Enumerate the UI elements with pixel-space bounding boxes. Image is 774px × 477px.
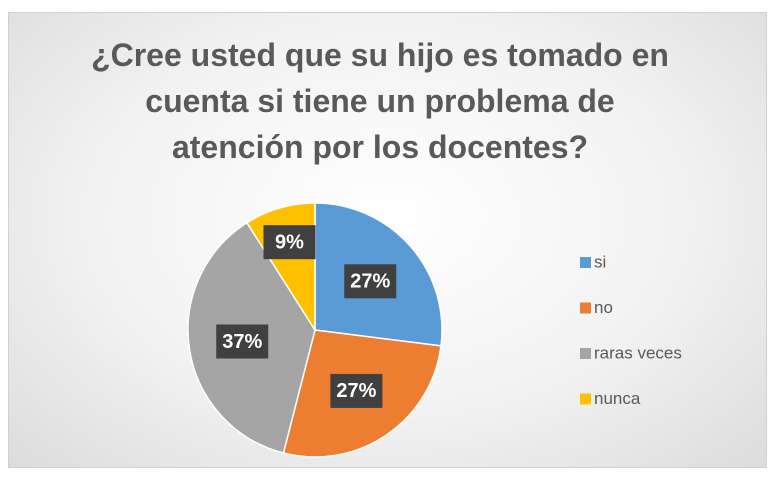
chart-title: ¿Cree usted que su hijo es tomado en cue… bbox=[91, 37, 669, 165]
data-label-box bbox=[263, 225, 316, 260]
legend-swatch bbox=[580, 302, 591, 314]
data-label: 37% bbox=[222, 331, 262, 353]
data-label-box bbox=[330, 373, 383, 408]
legend-swatch bbox=[580, 393, 591, 405]
data-label: 27% bbox=[336, 380, 376, 402]
data-label-box bbox=[216, 324, 269, 359]
legend-swatch bbox=[580, 348, 591, 359]
legend-swatch bbox=[580, 257, 591, 268]
legend-label: no bbox=[594, 298, 613, 317]
data-label-box bbox=[344, 264, 397, 299]
data-label: 27% bbox=[350, 271, 390, 293]
legend-label: raras veces bbox=[594, 343, 682, 362]
legend-label: si bbox=[594, 252, 606, 271]
legend-label: nunca bbox=[594, 389, 641, 408]
data-label: 9% bbox=[275, 231, 304, 253]
